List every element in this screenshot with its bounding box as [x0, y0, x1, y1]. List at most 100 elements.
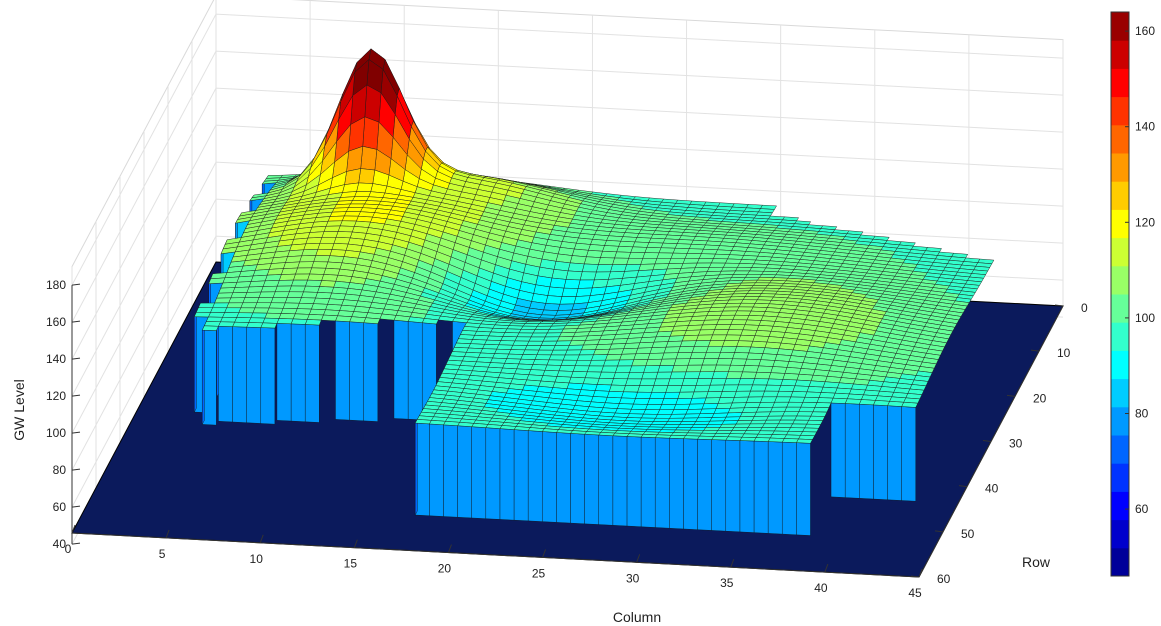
surface-cell [650, 421, 668, 425]
surface-cell [541, 309, 559, 316]
surface-cell [313, 255, 331, 263]
y-tick-label: 60 [937, 572, 951, 586]
z-tick-label: 40 [53, 537, 67, 551]
surface-cell [260, 285, 278, 293]
surface-cell [756, 365, 774, 373]
surface-cell [689, 427, 707, 431]
surface-cell [558, 365, 576, 372]
surface-cell [732, 270, 750, 275]
surface-cell [715, 402, 733, 409]
surface-cell [542, 336, 560, 342]
surface-cell [725, 436, 743, 441]
surface-cell [572, 365, 590, 373]
surface-cell [621, 391, 638, 399]
surface-cell [673, 358, 691, 366]
y-tick-label: 50 [961, 527, 975, 541]
z-tick-mark [71, 505, 81, 508]
surface-cell [687, 358, 705, 366]
surface-cell [639, 378, 657, 386]
surface-wall [485, 427, 501, 520]
surface-cell [294, 308, 312, 315]
surface-cell [651, 341, 669, 348]
surface-wall [739, 440, 755, 533]
z-tick-label: 100 [46, 426, 66, 440]
surface-cell [746, 290, 764, 294]
surface-cell [762, 347, 780, 355]
surface-cell [220, 317, 237, 323]
surface-cell [285, 255, 302, 263]
surface-cell [804, 391, 822, 398]
surface-cell [546, 328, 564, 334]
surface-cell [414, 419, 432, 425]
surface-cell [510, 344, 528, 351]
surface-cell [790, 391, 808, 398]
surface-cell [691, 391, 709, 399]
surface-cell [486, 335, 504, 341]
surface-cell [709, 416, 727, 422]
surface-cell [325, 304, 342, 311]
surface-cell [759, 274, 777, 278]
surface-cell [705, 391, 723, 399]
surface-cell [528, 336, 546, 342]
surface-cell [349, 316, 367, 323]
surface-cell [663, 391, 681, 399]
surface-cell [812, 407, 830, 413]
surface-cell [714, 324, 732, 330]
z-tick-mark [71, 542, 81, 545]
surface-cell [750, 306, 768, 312]
surface-cell [713, 364, 731, 372]
surface-wall [782, 441, 797, 536]
surface-cell [596, 264, 613, 273]
z-tick-label: 180 [46, 278, 66, 292]
surface-cell [250, 274, 268, 282]
x-tick-label: 10 [250, 552, 264, 566]
surface-cell [796, 373, 814, 382]
surface-cell [634, 237, 652, 243]
surface-cell [750, 341, 768, 348]
surface-cell [520, 354, 538, 360]
surface-cell [711, 436, 729, 441]
surface-cell [593, 348, 610, 356]
surface-cell [234, 317, 252, 323]
surface-cell [637, 341, 655, 349]
y-tick-mark [1006, 394, 1016, 397]
x-tick-mark [165, 529, 170, 539]
surface-cell [564, 349, 582, 356]
colorbar-step [1111, 209, 1129, 239]
surface-wall [640, 436, 656, 528]
surface-wall [304, 324, 320, 423]
surface-cell [706, 346, 723, 353]
z-tick-mark [71, 283, 81, 286]
surface-wall [513, 429, 529, 522]
surface-cell [618, 397, 636, 405]
surface-cell [544, 332, 562, 338]
surface-cell [732, 352, 749, 360]
surface-cell [522, 349, 540, 355]
surface-cell [901, 402, 919, 408]
surface-cell [569, 255, 587, 265]
surface-cell [757, 277, 775, 281]
surface-cell [731, 427, 749, 431]
x-tick-mark [636, 554, 641, 563]
surface-cell [539, 314, 557, 319]
surface-cell [570, 371, 588, 379]
surface-cell [581, 263, 599, 273]
surface-cell [647, 352, 665, 360]
surface-cell [292, 313, 310, 320]
surface-cell [753, 411, 771, 417]
surface-wall [290, 323, 306, 422]
surface-cell [597, 338, 615, 345]
surface-cell [596, 378, 614, 386]
surface-cell [760, 353, 778, 361]
grid-line-level [71, 124, 1064, 397]
surface-cell [722, 306, 740, 312]
surface-cell [688, 319, 705, 326]
surface-cell [654, 434, 672, 439]
surface-cell [602, 245, 619, 253]
surface-cell [726, 299, 744, 304]
surface-cell [670, 252, 688, 259]
surface-cell [645, 358, 663, 367]
surface-cell [669, 413, 687, 419]
surface-cell [360, 146, 378, 171]
surface-wall [830, 402, 846, 498]
